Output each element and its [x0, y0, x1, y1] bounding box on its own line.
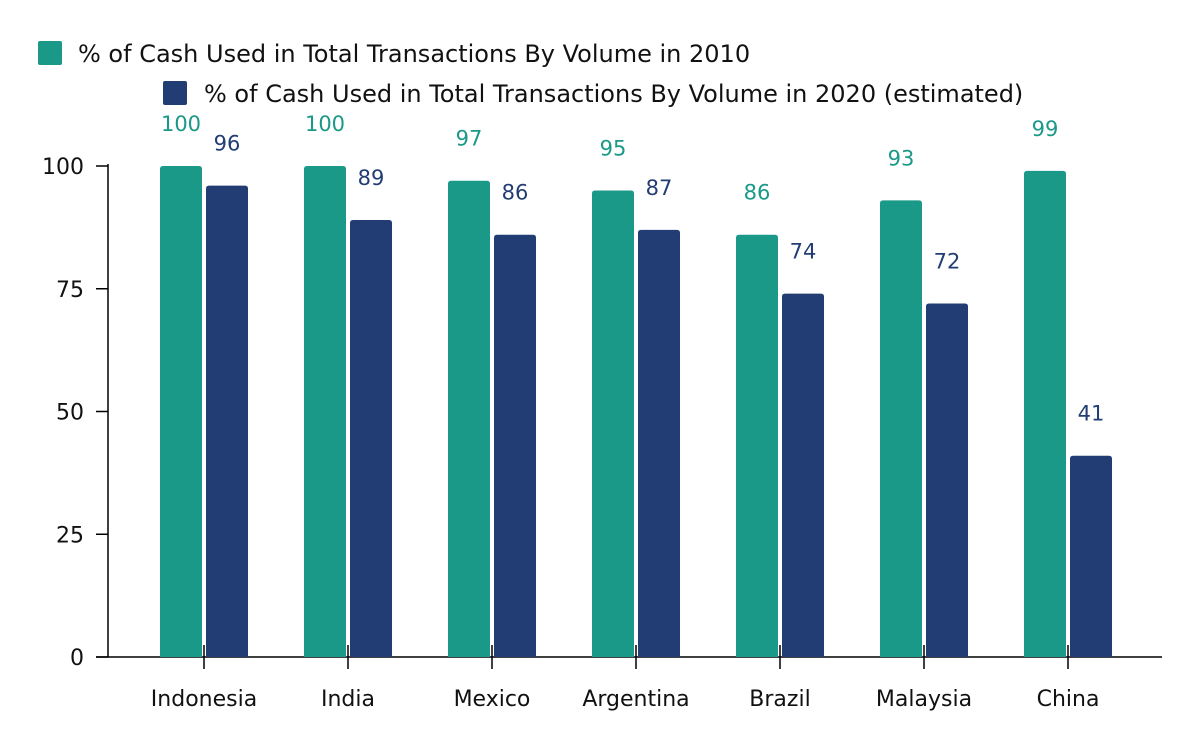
legend-swatch-2010 [38, 41, 62, 65]
bar-argentina-2010 [592, 190, 634, 658]
bar-india-2010 [304, 166, 346, 657]
data-label-india-2020: 89 [358, 166, 385, 190]
y-axis: 0 25 50 75 100 [42, 155, 109, 671]
bar-indonesia-2020 [206, 185, 248, 657]
data-label-india-2010: 100 [305, 112, 345, 136]
legend: % of Cash Used in Total Transactions By … [38, 40, 1023, 108]
data-label-indonesia-2010: 100 [161, 112, 201, 136]
data-label-brazil-2010: 86 [744, 181, 771, 205]
y-tick-label: 50 [56, 401, 84, 426]
y-tick-label: 25 [56, 523, 84, 548]
data-label-malaysia-2020: 72 [934, 249, 961, 273]
legend-label-2010: % of Cash Used in Total Transactions By … [78, 40, 750, 68]
x-tick-label-argentina: Argentina [582, 687, 689, 712]
data-label-argentina-2010: 95 [600, 137, 627, 161]
data-label-malaysia-2010: 93 [888, 146, 915, 170]
legend-item-2010: % of Cash Used in Total Transactions By … [38, 40, 750, 68]
y-tick-label: 0 [70, 646, 84, 671]
data-label-mexico-2020: 86 [502, 181, 529, 205]
bar-argentina-2020 [638, 229, 680, 657]
bars [160, 166, 1112, 658]
x-tick-label-brazil: Brazil [749, 687, 810, 712]
bar-brazil-2010 [736, 234, 778, 658]
bar-brazil-2020 [782, 293, 824, 657]
x-tick-label-china: China [1037, 687, 1100, 712]
data-label-china-2020: 41 [1078, 402, 1105, 426]
data-label-mexico-2010: 97 [456, 127, 483, 151]
bar-malaysia-2020 [926, 303, 968, 657]
bar-mexico-2010 [448, 180, 490, 658]
bar-mexico-2020 [494, 234, 536, 658]
data-label-china-2010: 99 [1032, 117, 1059, 141]
legend-swatch-2020 [163, 81, 187, 105]
x-axis: Indonesia India Mexico Argentina Brazil Malay… [96, 645, 1162, 712]
y-tick-label: 100 [42, 155, 84, 180]
y-tick-label: 75 [56, 278, 84, 303]
data-label-brazil-2020: 74 [790, 240, 817, 264]
bar-india-2020 [350, 220, 392, 657]
bar-china-2020 [1070, 455, 1112, 657]
bar-china-2010 [1024, 170, 1066, 657]
x-tick-label-malaysia: Malaysia [876, 687, 972, 712]
legend-label-2020: % of Cash Used in Total Transactions By … [204, 80, 1023, 108]
legend-item-2020: % of Cash Used in Total Transactions By … [163, 80, 1023, 108]
x-tick-label-indonesia: Indonesia [151, 687, 257, 712]
bar-malaysia-2010 [880, 200, 922, 657]
x-tick-label-india: India [321, 687, 375, 712]
bar-indonesia-2010 [160, 166, 202, 657]
data-label-argentina-2020: 87 [646, 176, 673, 200]
data-labels: 100 96 100 89 97 86 95 87 86 74 93 72 99 41 [161, 112, 1104, 426]
data-label-indonesia-2020: 96 [214, 132, 241, 156]
x-tick-label-mexico: Mexico [454, 687, 531, 712]
